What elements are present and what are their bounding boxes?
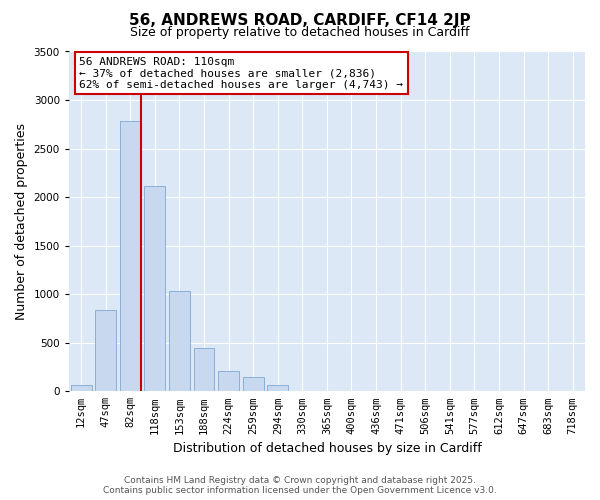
Bar bbox=[120, 122, 141, 392]
Text: Size of property relative to detached houses in Cardiff: Size of property relative to detached ho… bbox=[130, 26, 470, 39]
Text: 56, ANDREWS ROAD, CARDIFF, CF14 2JP: 56, ANDREWS ROAD, CARDIFF, CF14 2JP bbox=[129, 12, 471, 28]
X-axis label: Distribution of detached houses by size in Cardiff: Distribution of detached houses by size … bbox=[173, 442, 481, 455]
Text: Contains public sector information licensed under the Open Government Licence v3: Contains public sector information licen… bbox=[103, 486, 497, 495]
Bar bbox=[194, 348, 214, 392]
Y-axis label: Number of detached properties: Number of detached properties bbox=[15, 123, 28, 320]
Bar bbox=[145, 186, 166, 392]
Bar bbox=[243, 376, 263, 392]
Bar bbox=[268, 386, 288, 392]
Text: 56 ANDREWS ROAD: 110sqm
← 37% of detached houses are smaller (2,836)
62% of semi: 56 ANDREWS ROAD: 110sqm ← 37% of detache… bbox=[79, 56, 403, 90]
Bar bbox=[169, 292, 190, 392]
Bar bbox=[218, 372, 239, 392]
Bar bbox=[95, 310, 116, 392]
Text: Contains HM Land Registry data © Crown copyright and database right 2025.: Contains HM Land Registry data © Crown c… bbox=[124, 476, 476, 485]
Bar bbox=[71, 386, 92, 392]
